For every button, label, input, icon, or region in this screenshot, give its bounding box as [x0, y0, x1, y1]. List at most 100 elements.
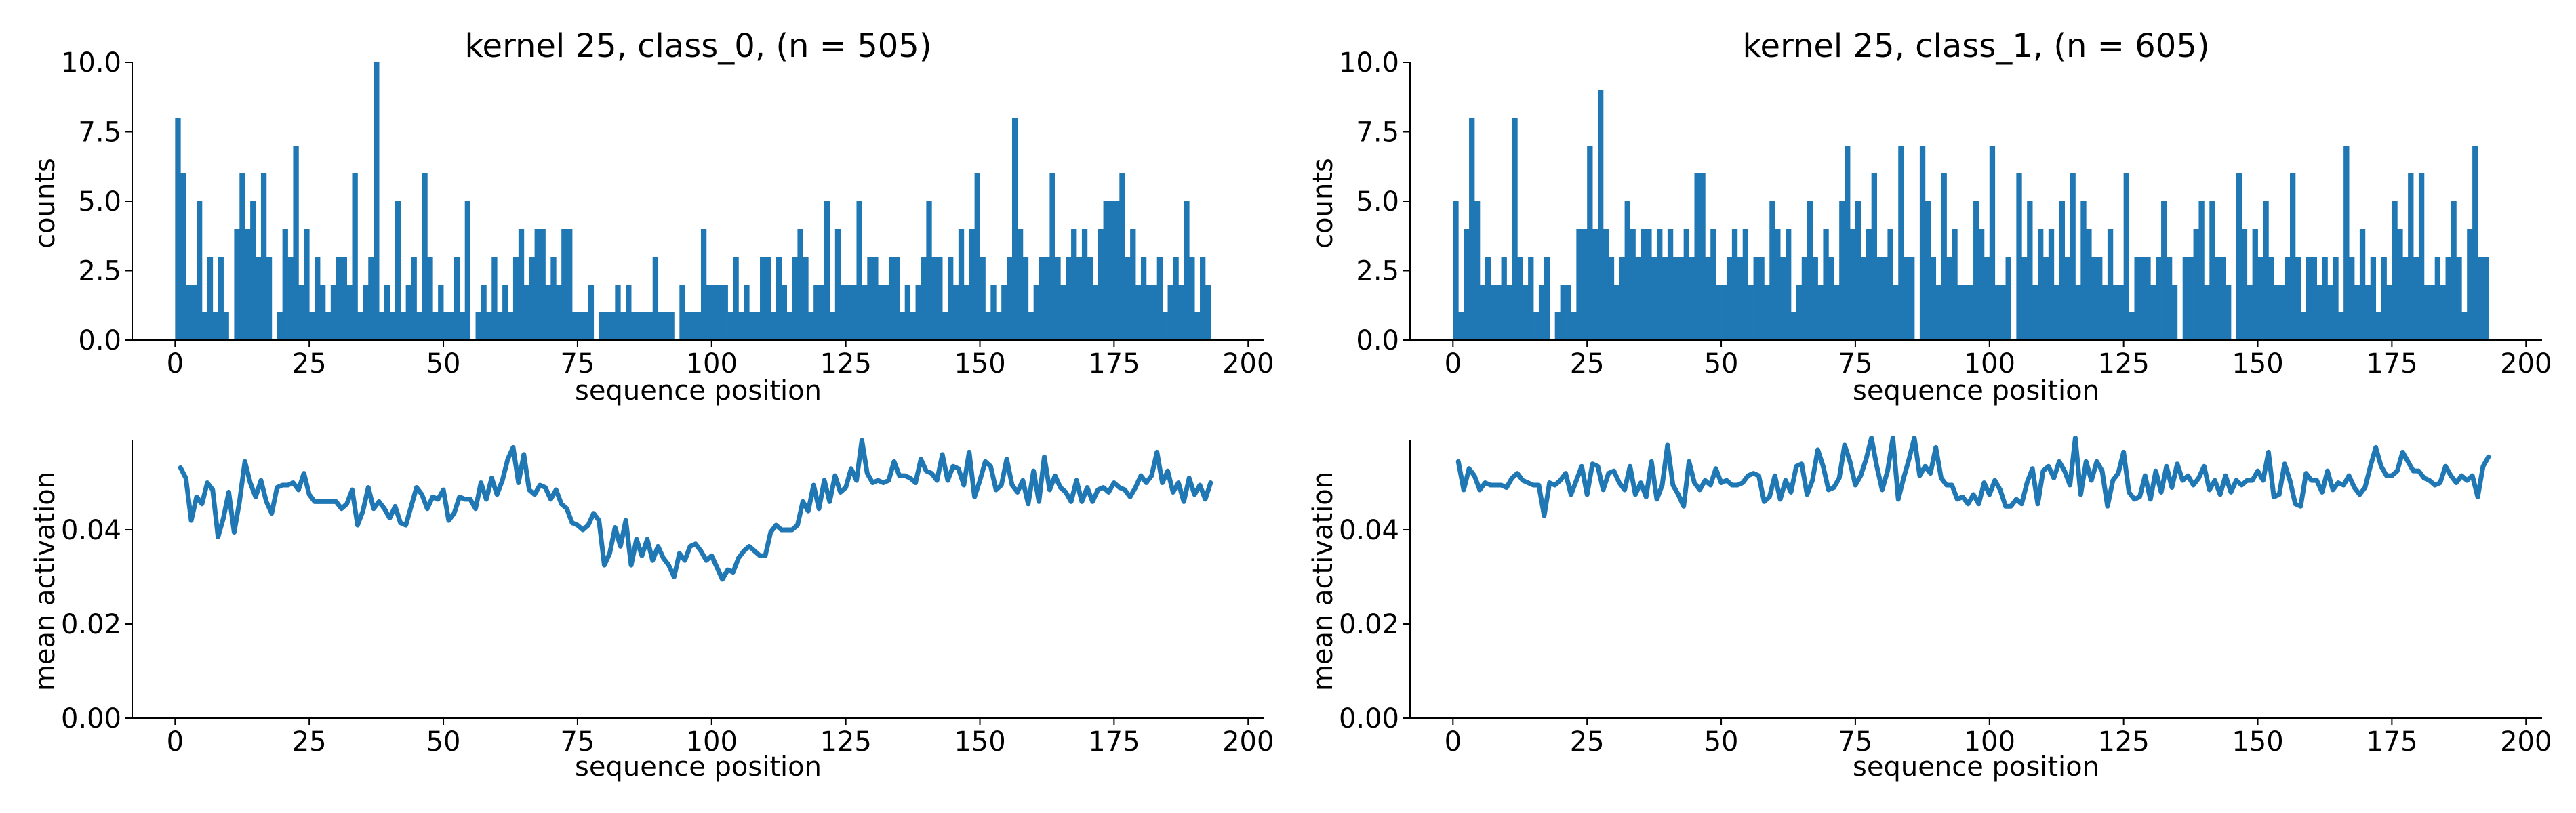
- count-bar: [931, 257, 938, 340]
- count-bar: [1978, 229, 1985, 340]
- count-bar: [1576, 229, 1582, 340]
- count-bar: [1205, 285, 1211, 340]
- class-1-counts-histogram: kernel 25, class_1, (n = 605) 0 25 50 75 100…: [1308, 27, 2552, 406]
- x-axis-label: sequence position: [1853, 751, 2099, 783]
- count-bar: [1619, 257, 1625, 340]
- count-bar: [1786, 229, 1792, 340]
- count-bar: [1103, 201, 1109, 340]
- count-bar: [2418, 173, 2425, 340]
- count-bar: [899, 312, 906, 340]
- count-bar: [2075, 285, 2081, 340]
- count-bar: [2000, 285, 2006, 340]
- y-tick-label: 2.5: [78, 256, 121, 287]
- count-bar: [813, 285, 820, 340]
- count-bar: [459, 312, 466, 340]
- count-bar: [754, 312, 761, 340]
- bars-group: [1453, 90, 2489, 340]
- count-bar: [298, 285, 304, 340]
- count-bar: [2285, 257, 2291, 340]
- count-bar: [1055, 257, 1061, 340]
- y-tick-label: 0.0: [78, 325, 121, 356]
- count-bar: [416, 312, 422, 340]
- count-bar: [1904, 257, 1910, 340]
- count-bar: [1946, 257, 1952, 340]
- count-bar: [1603, 229, 1609, 340]
- count-bar: [1866, 229, 1872, 340]
- count-bar: [464, 201, 471, 340]
- count-bar: [2392, 201, 2398, 340]
- count-bar: [1007, 257, 1013, 340]
- count-bar: [1716, 285, 1722, 340]
- count-bar: [2311, 257, 2317, 340]
- count-bar: [1753, 257, 1759, 340]
- count-bar: [2048, 229, 2055, 340]
- count-bar: [2381, 257, 2387, 340]
- count-bar: [1582, 229, 1588, 340]
- count-bar: [2370, 257, 2377, 340]
- count-bar: [733, 257, 739, 340]
- count-bar: [663, 312, 669, 340]
- count-bar: [781, 285, 787, 340]
- count-bar: [722, 285, 728, 340]
- count-bar: [700, 229, 707, 340]
- count-bar: [2166, 257, 2173, 340]
- y-tick-label: 10.0: [1339, 47, 1399, 79]
- count-bar: [2252, 229, 2258, 340]
- count-bar: [330, 285, 337, 340]
- x-tick-label: 50: [426, 348, 461, 379]
- count-bar: [1834, 285, 1840, 340]
- count-bar: [2408, 173, 2414, 340]
- count-bar: [1775, 229, 1781, 340]
- count-bar: [1952, 229, 1958, 340]
- count-bar: [2129, 312, 2135, 340]
- x-tick-label: 125: [2097, 726, 2149, 757]
- x-tick-label: 25: [1570, 348, 1605, 379]
- x-axis-label: sequence position: [575, 375, 822, 406]
- count-bar: [561, 229, 567, 340]
- count-bar: [1458, 312, 1464, 340]
- count-bar: [186, 285, 192, 340]
- count-bar: [395, 201, 401, 340]
- x-tick-label: 25: [1570, 726, 1605, 757]
- count-bar: [1066, 257, 1072, 340]
- count-bar: [1817, 285, 1824, 340]
- x-tick-label: 50: [1704, 348, 1739, 379]
- y-tick-label: 2.5: [1356, 256, 1399, 287]
- count-bar: [2091, 257, 2097, 340]
- count-bar: [840, 285, 847, 340]
- x-tick-label: 150: [954, 348, 1005, 379]
- count-bar: [2032, 285, 2038, 340]
- count-bar: [1893, 285, 1899, 340]
- count-bar: [1162, 312, 1168, 340]
- count-bar: [1017, 229, 1024, 340]
- count-bar: [845, 285, 851, 340]
- count-bar: [2134, 257, 2140, 340]
- count-bar: [1560, 285, 1566, 340]
- count-bar: [2097, 257, 2103, 340]
- count-bar: [1092, 285, 1099, 340]
- count-bar: [2359, 229, 2366, 340]
- count-bar: [2333, 257, 2339, 340]
- count-bar: [1963, 285, 1969, 340]
- count-bar: [1049, 173, 1055, 340]
- count-bar: [615, 285, 621, 340]
- count-bar: [556, 285, 562, 340]
- count-bar: [1598, 90, 1604, 340]
- count-bar: [1506, 285, 1512, 340]
- y-axis-label: mean activation: [1308, 472, 1339, 691]
- count-bar: [1742, 229, 1749, 340]
- count-bar: [749, 312, 755, 340]
- count-bar: [432, 312, 439, 340]
- count-bar: [2156, 257, 2162, 340]
- count-bar: [1876, 257, 1883, 340]
- count-bar: [2402, 257, 2409, 340]
- count-bar: [1135, 285, 1142, 340]
- count-bar: [1796, 285, 1803, 340]
- count-bar: [309, 312, 315, 340]
- count-bar: [2375, 312, 2381, 340]
- count-bar: [400, 312, 407, 340]
- count-bar: [2300, 312, 2307, 340]
- chart-title: kernel 25, class_1, (n = 605): [1742, 27, 2209, 65]
- count-bar: [1146, 285, 1152, 340]
- count-bar: [1737, 257, 1744, 340]
